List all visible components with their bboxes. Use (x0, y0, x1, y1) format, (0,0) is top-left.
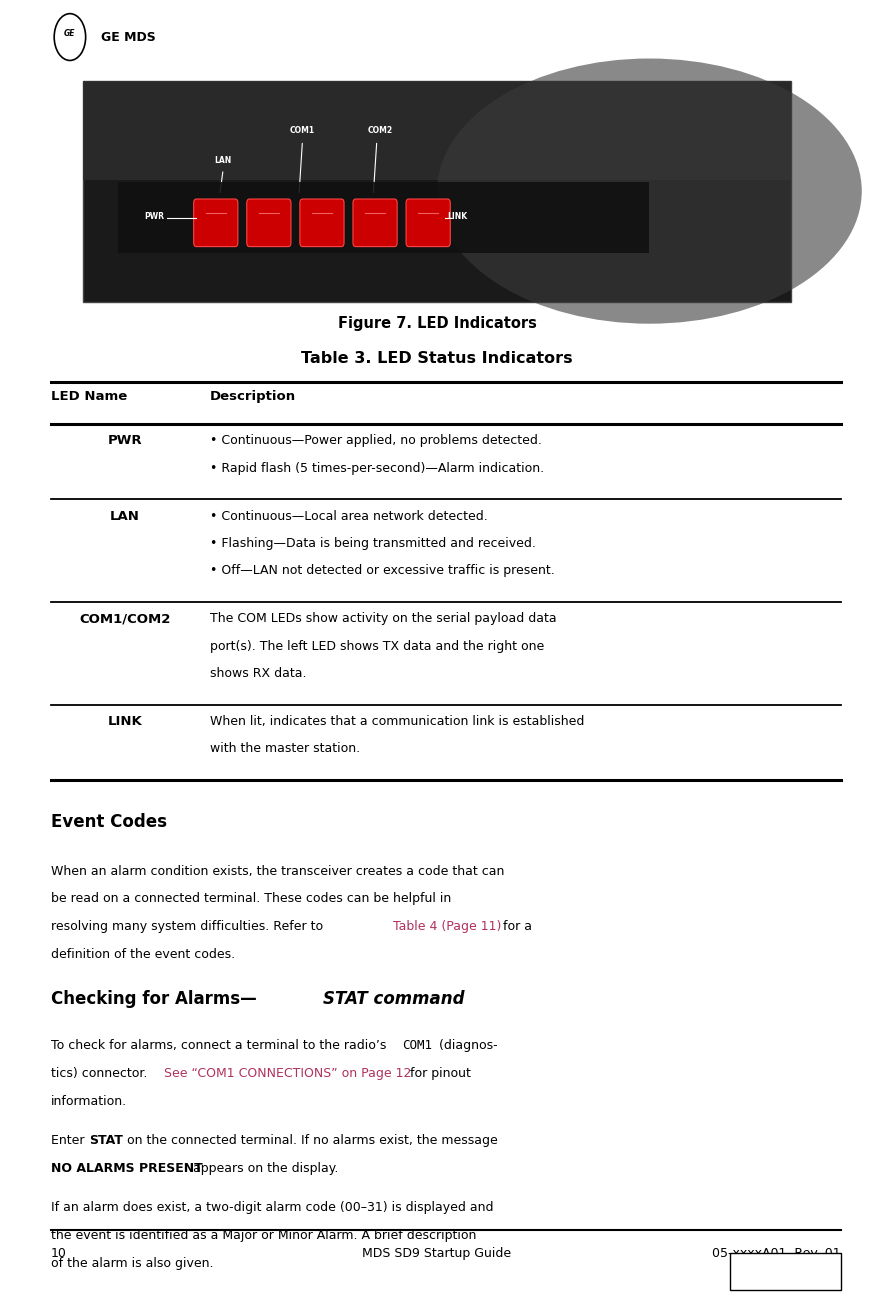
Text: Description: Description (210, 390, 296, 403)
Text: LED Name: LED Name (51, 390, 127, 403)
FancyBboxPatch shape (300, 199, 344, 247)
Bar (83, 81, 791, 181)
Text: 10: 10 (51, 1247, 66, 1260)
Circle shape (54, 13, 86, 60)
Text: 05-xxxxA01, Rev. 01: 05-xxxxA01, Rev. 01 (712, 1247, 841, 1260)
Text: LAN: LAN (215, 156, 232, 165)
Text: PWR: PWR (108, 434, 142, 447)
Text: COM1: COM1 (402, 1040, 432, 1053)
Text: Checking for Alarms—: Checking for Alarms— (51, 991, 256, 1008)
FancyBboxPatch shape (406, 199, 450, 247)
Text: port(s). The left LED shows TX data and the right one: port(s). The left LED shows TX data and … (210, 640, 544, 653)
Text: the event is identified as a Major or Minor Alarm. A brief description: the event is identified as a Major or Mi… (51, 1230, 476, 1243)
Text: STAT command: STAT command (323, 991, 465, 1008)
Text: Table 3. LED Status Indicators: Table 3. LED Status Indicators (302, 351, 572, 367)
Text: • Continuous—Local area network detected.: • Continuous—Local area network detected… (210, 510, 488, 523)
Text: GE: GE (64, 29, 76, 38)
Text: See “COM1 CONNECTIONS” on Page 12: See “COM1 CONNECTIONS” on Page 12 (164, 1067, 412, 1080)
Text: (diagnos-: (diagnos- (435, 1040, 498, 1053)
Text: LINK: LINK (108, 715, 142, 728)
Text: Table 4 (Page 11): Table 4 (Page 11) (393, 920, 501, 933)
Text: • Continuous—Power applied, no problems detected.: • Continuous—Power applied, no problems … (210, 434, 542, 447)
Bar (730, 1253, 841, 1290)
Text: LAN: LAN (110, 510, 140, 523)
Text: If an alarm does exist, a two-digit alarm code (00–31) is displayed and: If an alarm does exist, a two-digit alar… (51, 1201, 493, 1214)
Text: Enter: Enter (51, 1134, 88, 1148)
Text: STAT: STAT (89, 1134, 123, 1148)
Bar (119, 182, 649, 254)
Text: GE MDS: GE MDS (101, 30, 156, 43)
Text: The COM LEDs show activity on the serial payload data: The COM LEDs show activity on the serial… (210, 612, 557, 625)
Text: be read on a connected terminal. These codes can be helpful in: be read on a connected terminal. These c… (51, 893, 451, 906)
Bar (83, 81, 791, 302)
FancyBboxPatch shape (194, 199, 238, 247)
Text: COM1/COM2: COM1/COM2 (80, 612, 170, 625)
Text: appears on the display.: appears on the display. (189, 1162, 338, 1175)
Text: definition of the event codes.: definition of the event codes. (51, 949, 235, 962)
Text: MDS SD9 Startup Guide: MDS SD9 Startup Guide (363, 1247, 511, 1260)
Text: When lit, indicates that a communication link is established: When lit, indicates that a communication… (210, 715, 584, 728)
Text: on the connected terminal. If no alarms exist, the message: on the connected terminal. If no alarms … (123, 1134, 498, 1148)
FancyBboxPatch shape (246, 199, 291, 247)
Text: COM1: COM1 (290, 126, 315, 135)
Text: PWR: PWR (144, 212, 164, 221)
Text: • Rapid flash (5 times-per-second)—Alarm indication.: • Rapid flash (5 times-per-second)—Alarm… (210, 462, 544, 474)
Text: for pinout: for pinout (406, 1067, 471, 1080)
Text: shows RX data.: shows RX data. (210, 667, 306, 680)
Text: for a: for a (499, 920, 532, 933)
FancyBboxPatch shape (353, 199, 397, 247)
Text: To check for alarms, connect a terminal to the radio’s: To check for alarms, connect a terminal … (51, 1040, 390, 1053)
Text: information.: information. (51, 1095, 127, 1108)
Text: tics) connector.: tics) connector. (51, 1067, 151, 1080)
Text: Figure 7. LED Indicators: Figure 7. LED Indicators (337, 316, 537, 332)
Text: with the master station.: with the master station. (210, 742, 360, 755)
Text: When an alarm condition exists, the transceiver creates a code that can: When an alarm condition exists, the tran… (51, 864, 504, 878)
Text: resolving many system difficulties. Refer to: resolving many system difficulties. Refe… (51, 920, 327, 933)
Text: NO ALARMS PRESENT: NO ALARMS PRESENT (51, 1162, 203, 1175)
Text: LINK: LINK (447, 212, 468, 221)
Text: • Flashing—Data is being transmitted and received.: • Flashing—Data is being transmitted and… (210, 537, 536, 550)
Text: • Off—LAN not detected or excessive traffic is present.: • Off—LAN not detected or excessive traf… (210, 564, 554, 577)
Ellipse shape (437, 58, 862, 324)
Text: of the alarm is also given.: of the alarm is also given. (51, 1257, 213, 1270)
Text: COM2: COM2 (368, 126, 393, 135)
Text: Event Codes: Event Codes (51, 812, 167, 831)
